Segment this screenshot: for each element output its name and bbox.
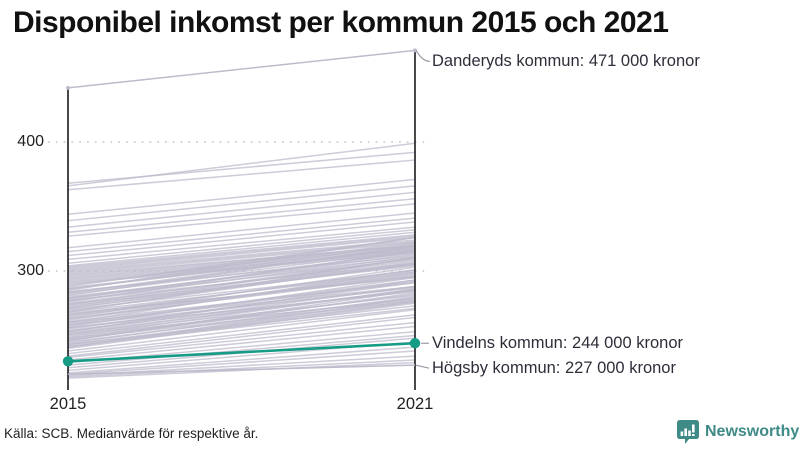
slope-line xyxy=(67,247,416,290)
endpoint-dot xyxy=(66,85,70,90)
slope-line xyxy=(67,212,416,249)
chart-title: Disponibel inkomst per kommun 2015 och 2… xyxy=(13,6,669,39)
slope-line xyxy=(67,151,416,185)
slope-line xyxy=(67,249,416,294)
slope-line xyxy=(67,236,416,271)
callout-danderyd xyxy=(415,50,431,63)
slope-line-highlighted xyxy=(67,341,416,363)
slope-line xyxy=(67,228,416,265)
annotation-vindeln: Vindelns kommun: 244 000 kronor xyxy=(432,334,684,352)
slope-line xyxy=(67,280,416,326)
callout-hogsby xyxy=(415,364,430,369)
slope-line xyxy=(67,314,416,355)
slope-line xyxy=(67,185,416,222)
slope-line xyxy=(67,256,416,302)
slope-line xyxy=(67,261,416,310)
slope-line xyxy=(67,301,416,348)
slope-line xyxy=(67,235,416,270)
slope-line xyxy=(67,142,416,187)
slope-line xyxy=(67,221,416,257)
slope-line xyxy=(67,285,416,324)
slope-line xyxy=(67,334,416,366)
slope-line xyxy=(67,203,416,237)
slope-line xyxy=(67,350,416,375)
slope-line-annotated xyxy=(67,364,416,375)
slope-line xyxy=(67,292,416,342)
slope-line-annotated xyxy=(67,49,416,89)
slope-line xyxy=(67,285,416,333)
slope-line xyxy=(67,159,416,191)
slope-line xyxy=(67,316,416,357)
slope-line xyxy=(67,308,416,352)
slope-line xyxy=(67,241,416,275)
y-axis-tick-label: 300 xyxy=(17,262,44,279)
annotation-hogsby: Högsby kommun: 227 000 kronor xyxy=(432,359,676,377)
slope-line xyxy=(67,271,416,314)
annotation-danderyd: Danderyds kommun: 471 000 kronor xyxy=(432,52,700,70)
slope-line xyxy=(67,226,416,261)
slope-line xyxy=(67,217,416,253)
slope-line xyxy=(67,325,416,361)
x-axis-label-2021: 2021 xyxy=(396,395,434,413)
slope-line xyxy=(67,297,416,339)
newsworthy-logo-icon xyxy=(677,420,699,444)
slope-line xyxy=(67,346,416,374)
slope-line xyxy=(67,359,416,378)
source-note: Källa: SCB. Medianvärde för respektive å… xyxy=(4,426,259,441)
slope-line xyxy=(67,271,416,320)
slope-line xyxy=(67,231,416,267)
newsworthy-wordmark: Newsworthy xyxy=(705,423,800,440)
slope-line xyxy=(67,321,416,359)
slope-line xyxy=(67,234,416,268)
slope-line xyxy=(67,178,416,215)
endpoint-dot xyxy=(62,356,74,367)
slope-line xyxy=(67,244,416,297)
slope-line xyxy=(67,198,416,234)
slope-line xyxy=(67,294,416,335)
endpoint-dot xyxy=(409,338,421,349)
slope-line xyxy=(67,191,416,228)
x-axis-label-2015: 2015 xyxy=(49,395,87,413)
newsworthy-logo[interactable]: Newsworthy xyxy=(676,419,799,445)
y-axis-tick-label: 400 xyxy=(17,133,44,150)
